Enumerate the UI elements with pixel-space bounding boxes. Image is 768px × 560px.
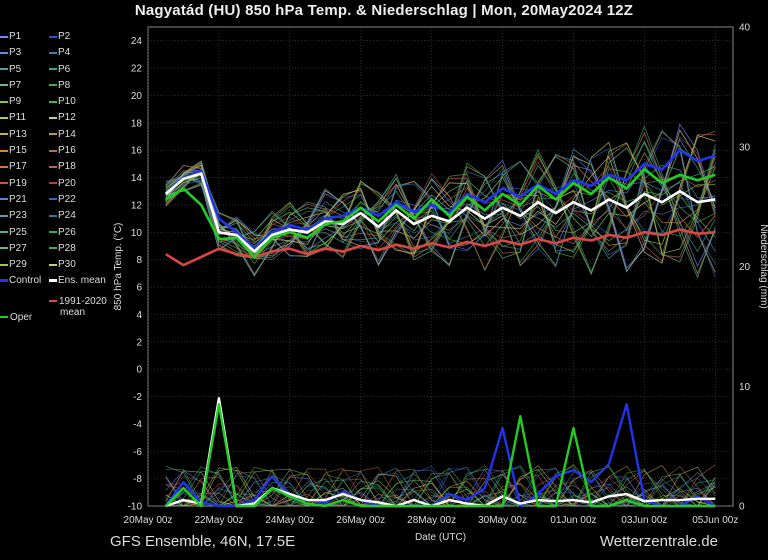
legend-item-p24: P24: [49, 210, 76, 221]
legend-item-p15: P15: [0, 145, 27, 156]
x-tick-label: 22May 00z: [194, 515, 243, 526]
legend-item-climate-mean: 1991-2020 mean: [49, 296, 107, 318]
y2-tick-label: 10: [739, 382, 751, 393]
x-tick-label: 24May 00z: [265, 515, 314, 526]
legend-item-p11: P11: [0, 112, 26, 123]
legend-item-p10: P10: [49, 96, 76, 107]
precip-line-control: [164, 403, 716, 508]
chart-title: Nagyatád (HU) 850 hPa Temp. & Niederschl…: [134, 2, 634, 19]
x-tick-label: 01Jun 00z: [550, 515, 596, 526]
legend-item-p27: P27: [0, 243, 27, 254]
ensemble-member-line: [165, 159, 716, 268]
y-tick-label: 24: [131, 36, 143, 47]
x-tick-label: 05Jun 00z: [692, 515, 738, 526]
legend-item-p6: P6: [49, 64, 70, 75]
legend-item-p13: P13: [0, 129, 27, 140]
legend-item-p26: P26: [49, 227, 76, 238]
y-tick-label: 18: [131, 118, 143, 129]
y-tick-label: 12: [131, 200, 143, 211]
y-tick-label: 2: [136, 337, 142, 348]
y2-tick-label: 20: [739, 262, 751, 273]
legend-item-p28: P28: [49, 243, 76, 254]
legend-item-ens-mean: Ens. mean: [49, 275, 106, 286]
precip-line-ens-mean: [165, 397, 716, 508]
ensemble-member-line: [165, 147, 716, 268]
legend-item-p16: P16: [49, 145, 76, 156]
x-tick-label: 26May 00z: [336, 515, 385, 526]
temp-line-oper: [165, 168, 716, 259]
legend-item-p14: P14: [49, 129, 76, 140]
legend-item-p1: P1: [0, 31, 21, 42]
legend-item-p22: P22: [49, 194, 76, 205]
temp-line-1991-2020-mean: [165, 228, 716, 267]
legend-item-p29: P29: [0, 259, 27, 270]
ensemble-member-line: [165, 153, 716, 267]
precip-line-oper: [164, 403, 716, 508]
ensemble-member-line: [165, 142, 716, 257]
y2-tick-label: 40: [739, 23, 751, 34]
legend-item-p21: P21: [0, 194, 27, 205]
y-tick-label: 16: [131, 146, 143, 157]
y-tick-label: 6: [136, 283, 142, 294]
legend-item-control: Control: [0, 275, 41, 286]
legend-item-p19: P19: [0, 178, 27, 189]
x-tick-label: 20May 00z: [124, 515, 173, 526]
y-tick-label: -6: [133, 447, 142, 458]
legend: P1 P2 P3 P4 P5 P6 P7 P8 P9 P10 P11 P12 P13 P14 P15 P16 P…: [0, 31, 118, 323]
ensemble-member-line: [165, 147, 716, 263]
legend-item-p9: P9: [0, 96, 21, 107]
legend-item-p2: P2: [49, 31, 70, 42]
y-tick-label: 22: [131, 64, 143, 75]
y-tick-label: -8: [133, 474, 142, 485]
ensemble-member-line: [165, 155, 716, 277]
legend-item-p23: P23: [0, 210, 27, 221]
source-credit: Wetterzentrale.de: [599, 533, 718, 550]
y-tick-label: 8: [136, 255, 142, 266]
y2-tick-label: 30: [739, 142, 751, 153]
x-tick-label: 03Jun 00z: [621, 515, 667, 526]
y-tick-label: 14: [131, 173, 143, 184]
legend-item-p5: P5: [0, 64, 21, 75]
ensemble-member-line: [165, 134, 716, 264]
ensemble-member-line: [165, 141, 716, 267]
legend-item-p12: P12: [49, 112, 76, 123]
y-tick-label: 0: [136, 365, 142, 376]
legend-item-p25: P25: [0, 227, 27, 238]
y-tick-label: -4: [133, 419, 142, 430]
legend-item-p3: P3: [0, 47, 21, 58]
legend-item-p30: P30: [49, 259, 76, 270]
y-tick-label: 10: [131, 228, 143, 239]
legend-item-p4: P4: [49, 47, 70, 58]
legend-item-p17: P17: [0, 161, 27, 172]
y-tick-label: 4: [136, 310, 142, 321]
y-axis-label: 850 hPa Temp. (°C): [113, 223, 124, 311]
x-axis-label: Date (UTC): [415, 532, 466, 543]
legend-item-p8: P8: [49, 80, 70, 91]
plot-frame: [147, 26, 734, 507]
y2-axis-label: Niederschlag (mm): [758, 224, 768, 308]
legend-item-p7: P7: [0, 80, 21, 91]
y-tick-label: -10: [128, 502, 143, 513]
y-tick-label: -2: [133, 392, 142, 403]
temp-line-ens-mean: [164, 172, 716, 253]
y-tick-label: 20: [131, 91, 143, 102]
y2-tick-label: 0: [739, 502, 745, 513]
ensemble-member-line: [165, 160, 716, 252]
legend-item-p18: P18: [49, 161, 76, 172]
legend-item-oper: Oper: [0, 312, 32, 323]
legend-item-p20: P20: [49, 178, 76, 189]
x-tick-label: 28May 00z: [407, 515, 456, 526]
x-tick-label: 30May 00z: [478, 515, 527, 526]
model-info: GFS Ensemble, 46N, 17.5E: [110, 533, 296, 550]
